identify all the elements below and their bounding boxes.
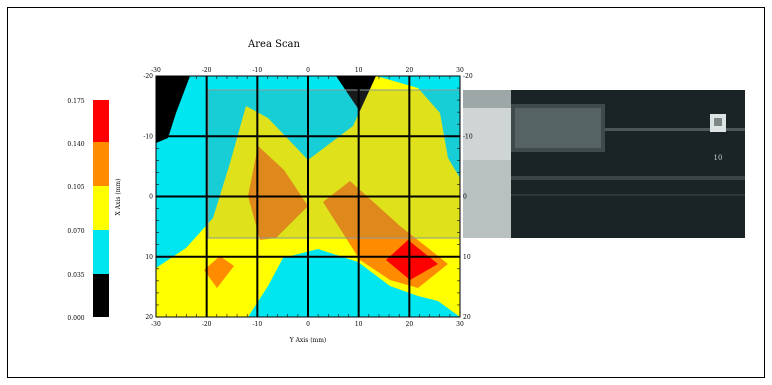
y-tick-label-right: 20 — [463, 314, 471, 321]
y-tick-label-left: 10 — [145, 254, 153, 261]
heatmap-region — [336, 76, 376, 113]
colorbar-level-label: 0.140 — [67, 141, 84, 148]
overlay-border — [207, 89, 460, 239]
x-tick-label-top: 30 — [456, 67, 464, 74]
plot-frame — [155, 75, 461, 318]
x-tick-label-bottom: -30 — [151, 321, 161, 328]
x-tick-label-bottom: -20 — [202, 321, 212, 328]
colorbar-level-label: 0.000 — [67, 315, 84, 322]
x-tick-label-top: 10 — [355, 67, 363, 74]
x-tick-label-top: 0 — [306, 67, 310, 74]
heatmap-region — [204, 256, 234, 288]
colorbar-swatch-red — [93, 100, 109, 142]
area-scan-figure: Area Scan 0.175 0.140 0.105 0.070 0.035 … — [67, 39, 745, 344]
y-tick-label-right: -10 — [463, 133, 473, 140]
heatmap-region — [156, 76, 190, 143]
colorbar-swatch-orange — [93, 142, 109, 186]
photo-label: 10 — [714, 154, 723, 162]
x-tick-label-top: -10 — [252, 67, 262, 74]
overlay-tint — [208, 90, 460, 238]
colorbar-swatch-black — [93, 274, 109, 317]
x-tick-label-top: 20 — [406, 67, 414, 74]
x-tick-label-top: -30 — [151, 67, 161, 74]
colorbar: 0.175 0.140 0.105 0.070 0.035 0.000 — [67, 98, 109, 322]
y-tick-label-left: 20 — [145, 314, 153, 321]
colorbar-level-label: 0.035 — [67, 272, 84, 279]
y-tick-label-left: 0 — [149, 194, 153, 201]
colorbar-level-label: 0.105 — [67, 184, 84, 191]
x-axis-label: Y Axis (mm) — [289, 337, 327, 344]
x-tick-label-bottom: 20 — [406, 321, 414, 328]
chart-title: Area Scan — [247, 39, 300, 50]
heatmap-region — [386, 240, 438, 280]
colorbar-level-label: 0.070 — [67, 228, 84, 235]
x-tick-label-top: -20 — [202, 67, 212, 74]
y-tick-label-right: 10 — [463, 254, 471, 261]
x-tick-label-bottom: -10 — [252, 321, 262, 328]
x-tick-label-bottom: 10 — [355, 321, 363, 328]
x-tick-label-bottom: 0 — [306, 321, 310, 328]
heatmap-region — [248, 146, 308, 240]
colorbar-swatch-cyan — [93, 230, 109, 274]
specimen-photo: 10 — [463, 90, 745, 238]
colorbar-swatch-yellow — [93, 186, 109, 230]
y-tick-label-left: -10 — [143, 133, 153, 140]
y-axis-label: X Axis (mm) — [115, 179, 122, 216]
x-tick-label-bottom: 30 — [456, 321, 464, 328]
colorbar-level-label: 0.175 — [67, 98, 84, 105]
figure-frame: Area Scan 0.175 0.140 0.105 0.070 0.035 … — [7, 7, 765, 378]
grid — [156, 76, 460, 317]
y-tick-label-right: 0 — [463, 194, 467, 201]
y-tick-label-left: -20 — [143, 73, 153, 80]
y-tick-label-right: -20 — [463, 73, 473, 80]
